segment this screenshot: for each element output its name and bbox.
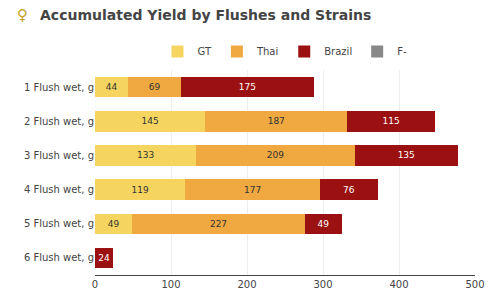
svg-text:400: 400	[389, 279, 408, 290]
svg-text:GT: GT	[198, 46, 212, 57]
svg-text:49: 49	[318, 219, 330, 229]
svg-text:200: 200	[237, 279, 256, 290]
svg-text:1 Flush wet, g: 1 Flush wet, g	[24, 82, 94, 93]
svg-text:145: 145	[142, 116, 159, 126]
svg-text:177: 177	[244, 185, 261, 195]
svg-text:Brazil: Brazil	[324, 46, 352, 57]
svg-text:49: 49	[108, 219, 120, 229]
svg-text:175: 175	[239, 82, 256, 92]
svg-text:44: 44	[106, 82, 118, 92]
svg-text:2 Flush wet, g: 2 Flush wet, g	[24, 116, 94, 127]
svg-text:76: 76	[343, 185, 355, 195]
svg-text:F-: F-	[397, 46, 407, 57]
svg-text:209: 209	[267, 150, 284, 160]
svg-text:119: 119	[131, 185, 148, 195]
svg-text:Accumulated Yield by Flushes a: Accumulated Yield by Flushes and Strains	[40, 7, 371, 23]
svg-text:3 Flush wet, g: 3 Flush wet, g	[24, 150, 94, 161]
svg-text:227: 227	[210, 219, 227, 229]
svg-text:4 Flush wet, g: 4 Flush wet, g	[24, 184, 94, 195]
svg-text:0: 0	[92, 279, 98, 290]
svg-text:115: 115	[382, 116, 399, 126]
svg-text:100: 100	[161, 279, 180, 290]
svg-text:24: 24	[98, 253, 110, 263]
svg-text:133: 133	[137, 150, 154, 160]
svg-text:5 Flush wet, g: 5 Flush wet, g	[24, 218, 94, 229]
svg-text:69: 69	[149, 82, 161, 92]
svg-text:♀: ♀	[17, 6, 28, 24]
svg-text:Thai: Thai	[256, 46, 278, 57]
svg-text:500: 500	[465, 279, 484, 290]
svg-text:6 Flush wet, g: 6 Flush wet, g	[24, 252, 94, 263]
svg-text:187: 187	[268, 116, 285, 126]
svg-text:300: 300	[313, 279, 332, 290]
svg-text:135: 135	[398, 150, 415, 160]
